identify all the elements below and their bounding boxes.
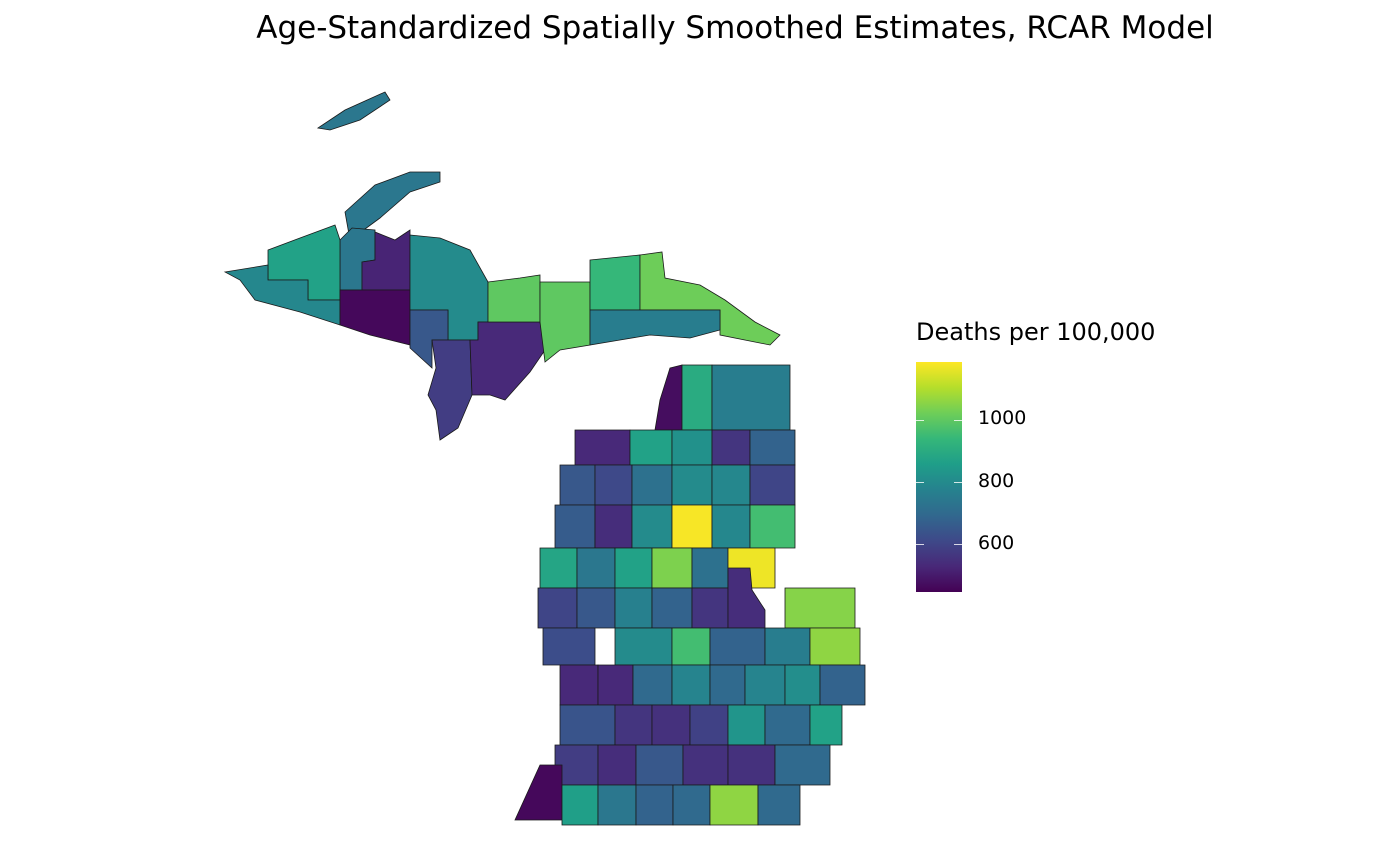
legend-title: Deaths per 100,000	[916, 318, 1156, 346]
county-region	[487, 274, 541, 323]
county-region	[339, 289, 411, 346]
county-region	[316, 91, 391, 131]
legend-colorbar	[916, 362, 962, 592]
county-region	[589, 254, 641, 311]
county-region	[691, 587, 729, 629]
county-region	[809, 627, 861, 666]
county-region	[559, 664, 599, 706]
county-region	[574, 429, 631, 466]
county-region	[757, 784, 801, 826]
county-region	[629, 429, 673, 466]
county-region	[427, 339, 473, 441]
county-region	[614, 627, 673, 666]
county-region	[597, 664, 634, 706]
county-region	[651, 547, 693, 589]
county-region	[614, 587, 653, 629]
legend-tick	[916, 419, 924, 421]
county-region	[682, 744, 729, 786]
county-region	[559, 464, 596, 506]
county-region	[542, 627, 596, 666]
county-region	[631, 504, 673, 549]
county-region	[749, 429, 796, 466]
county-region	[671, 504, 713, 549]
county-region	[614, 547, 653, 589]
county-region	[651, 704, 691, 746]
county-region	[561, 784, 599, 826]
county-region	[819, 664, 866, 706]
county-region	[709, 784, 759, 826]
county-region	[727, 744, 776, 786]
county-region	[594, 504, 633, 549]
county-region	[711, 364, 791, 431]
county-region	[554, 504, 596, 549]
county-region	[744, 664, 786, 706]
legend-tick	[916, 543, 924, 545]
county-region	[691, 547, 729, 589]
county-region	[784, 587, 856, 629]
county-region	[671, 627, 711, 666]
county-region	[654, 364, 683, 431]
county-region	[651, 587, 693, 629]
county-region	[749, 464, 796, 506]
county-region	[576, 587, 616, 629]
county-region	[537, 587, 578, 629]
county-region	[635, 784, 674, 826]
legend-tick-label: 1000	[978, 407, 1027, 429]
county-region	[635, 744, 684, 786]
county-region	[614, 704, 653, 746]
county-region	[809, 704, 843, 746]
county-region	[774, 744, 831, 786]
legend-tick-label: 800	[978, 470, 1015, 492]
county-region	[671, 664, 711, 706]
county-region	[589, 309, 721, 346]
county-region	[559, 704, 616, 746]
map-title: Age-Standardized Spatially Smoothed Esti…	[256, 10, 1214, 46]
county-region	[711, 429, 751, 466]
county-region	[539, 547, 578, 589]
county-region	[727, 704, 766, 746]
county-region	[709, 664, 746, 706]
county-region	[597, 784, 637, 826]
county-region	[711, 464, 751, 506]
county-region	[671, 464, 713, 506]
county-region	[711, 504, 751, 549]
legend-tick	[954, 481, 962, 483]
county-region	[764, 627, 811, 666]
legend-tick	[954, 419, 962, 421]
county-region	[576, 547, 616, 589]
county-region	[594, 464, 633, 506]
county-region	[632, 664, 673, 706]
county-region	[597, 744, 637, 786]
county-region	[672, 784, 711, 826]
legend-tick-label: 600	[978, 532, 1015, 554]
county-region	[631, 464, 673, 506]
county-region	[514, 764, 563, 821]
county-region	[709, 627, 766, 666]
legend-tick	[954, 543, 962, 545]
county-region	[749, 504, 796, 549]
legend-tick	[916, 481, 924, 483]
county-region	[671, 429, 713, 466]
county-region	[469, 321, 546, 401]
county-region	[764, 704, 811, 746]
county-region	[539, 281, 591, 363]
county-region	[681, 364, 713, 431]
county-region	[784, 664, 821, 706]
county-region	[689, 704, 729, 746]
